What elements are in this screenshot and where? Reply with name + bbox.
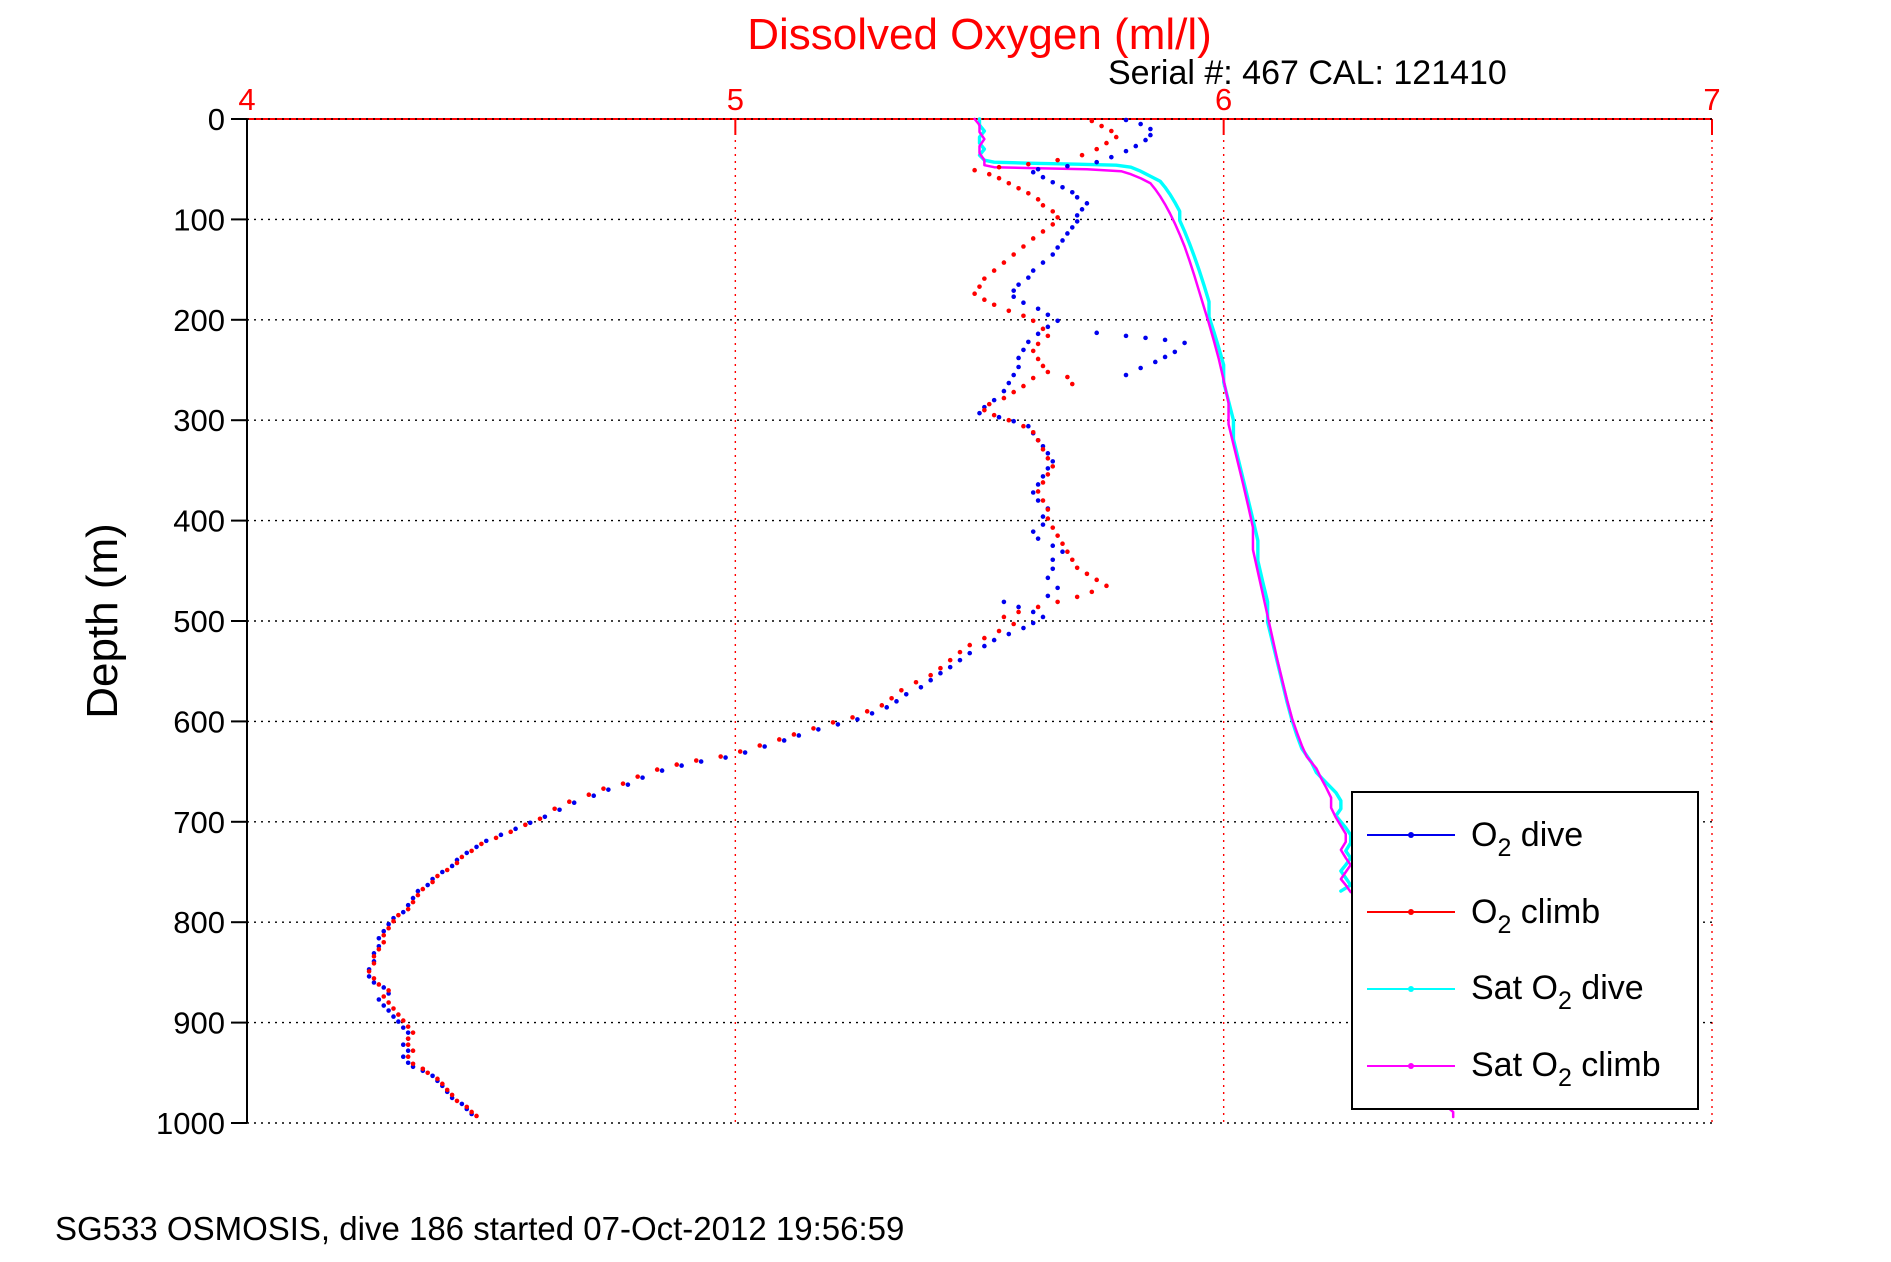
legend-item-sat-o2-dive: Sat O2 dive <box>1353 953 1697 1025</box>
legend-label: O2 dive <box>1471 815 1584 862</box>
series-o2-climb <box>366 118 1119 1119</box>
sat-o2-climb-line-swatch <box>1367 1061 1455 1071</box>
o2-climb-line-swatch <box>1367 907 1455 917</box>
legend-item-o2-climb: O2 climb <box>1353 876 1697 948</box>
legend-item-o2-dive: O2 dive <box>1353 799 1697 871</box>
y-tick-label: 700 <box>173 805 225 840</box>
legend-label: Sat O2 dive <box>1471 969 1644 1016</box>
series-o2-dive <box>366 117 1187 1117</box>
y-tick-label: 400 <box>173 504 225 539</box>
y-tick-label: 1000 <box>156 1106 225 1141</box>
legend-label: O2 climb <box>1471 892 1601 939</box>
x-tick-label: 7 <box>1703 82 1720 117</box>
y-axis-title-text: Depth (m) <box>78 523 127 719</box>
y-tick-label: 300 <box>173 403 225 438</box>
legend-label: Sat O2 climb <box>1471 1046 1661 1093</box>
y-tick-label: 100 <box>173 202 225 237</box>
x-tick-label: 4 <box>238 82 255 117</box>
sat-o2-dive-line-swatch <box>1367 984 1455 994</box>
y-tick-label: 500 <box>173 604 225 639</box>
y-axis: 0 100 200 300 400 500 600 700 800 900 1000 <box>156 102 248 1141</box>
x-tick-label: 6 <box>1215 82 1232 117</box>
legend: O2 dive O2 climb Sat O2 dive Sat O2 clim… <box>1351 791 1699 1110</box>
y-tick-label: 600 <box>173 704 225 739</box>
o2-dive-line-swatch <box>1367 830 1455 840</box>
series-sat-o2-dive <box>977 117 1353 893</box>
x-tick-label: 5 <box>727 82 744 117</box>
dive-caption: SG533 OSMOSIS, dive 186 started 07-Oct-2… <box>55 1210 905 1247</box>
y-tick-label: 0 <box>208 102 225 137</box>
y-tick-label: 900 <box>173 1006 225 1041</box>
legend-item-sat-o2-climb: Sat O2 climb <box>1353 1030 1697 1102</box>
chart-title: Dissolved Oxygen (ml/l) <box>747 10 1212 59</box>
serial-cal-label: Serial #: 467 CAL: 121410 <box>1108 54 1507 92</box>
y-tick-label: 200 <box>173 303 225 338</box>
y-tick-label: 800 <box>173 905 225 940</box>
